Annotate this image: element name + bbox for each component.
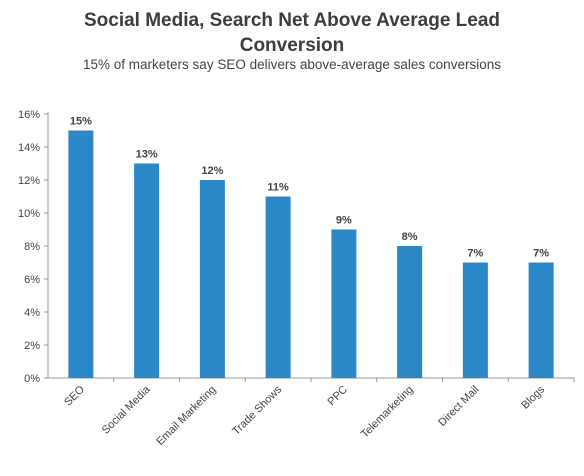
chart-title: Social Media, Search Net Above Average L… [0, 8, 584, 58]
bar [331, 229, 357, 378]
data-label: 7% [467, 248, 483, 260]
x-tick-label: Telemarketing [359, 384, 416, 441]
y-tick-label: 16% [18, 109, 40, 121]
bar [265, 196, 291, 378]
x-tick-label: Trade Shows [230, 383, 284, 437]
data-label: 13% [136, 149, 158, 161]
data-label: 9% [336, 215, 352, 227]
x-tick-label: Blogs [519, 383, 547, 411]
y-tick-label: 10% [18, 208, 40, 220]
bar [397, 246, 423, 378]
chart-subtitle: 15% of marketers say SEO delivers above-… [83, 57, 501, 72]
y-tick-label: 12% [18, 175, 40, 187]
chart-title-line-1: Social Media, Search Net Above Average L… [83, 10, 501, 31]
data-label: 11% [267, 182, 289, 194]
data-label: 12% [201, 165, 223, 177]
y-tick-label: 0% [24, 373, 40, 385]
y-tick-label: 4% [24, 307, 40, 319]
bar [68, 130, 94, 378]
bar [134, 163, 160, 378]
bar [199, 180, 225, 378]
bar [462, 262, 488, 378]
x-tick-label: PPC [326, 384, 351, 409]
bar [528, 262, 554, 378]
x-tick-label: SEO [62, 383, 87, 408]
data-label: 7% [533, 248, 549, 260]
data-label: 15% [70, 116, 92, 128]
x-tick-label: Direct Mail [436, 384, 481, 429]
y-tick-label: 2% [24, 340, 40, 352]
y-tick-label: 6% [24, 274, 40, 286]
chart-title-line-2: Conversion [239, 35, 345, 56]
x-tick-label: Email Marketing [154, 384, 218, 448]
x-tick-label: Social Media [100, 383, 154, 437]
y-tick-label: 8% [24, 241, 40, 253]
data-label: 8% [402, 231, 418, 243]
y-tick-label: 14% [18, 142, 40, 154]
